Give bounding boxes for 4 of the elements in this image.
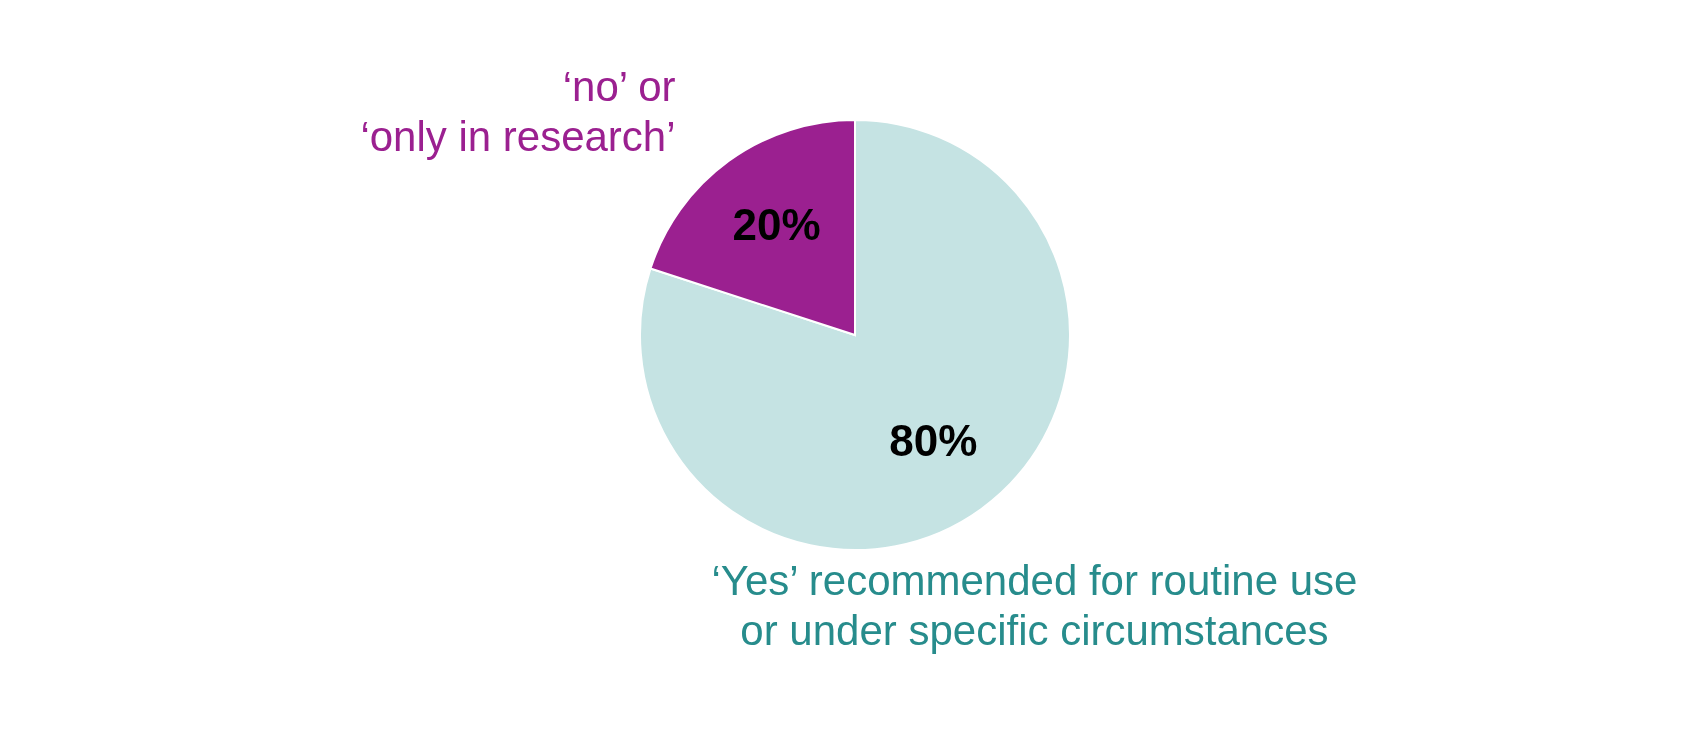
data-label: 80% — [889, 415, 978, 465]
slice-label: ‘no’ or ‘only in research’ — [360, 63, 676, 161]
slice-label: ‘Yes’ recommended for routine use or under specific circumstances — [711, 556, 1358, 654]
data-label: 20% — [732, 200, 821, 250]
